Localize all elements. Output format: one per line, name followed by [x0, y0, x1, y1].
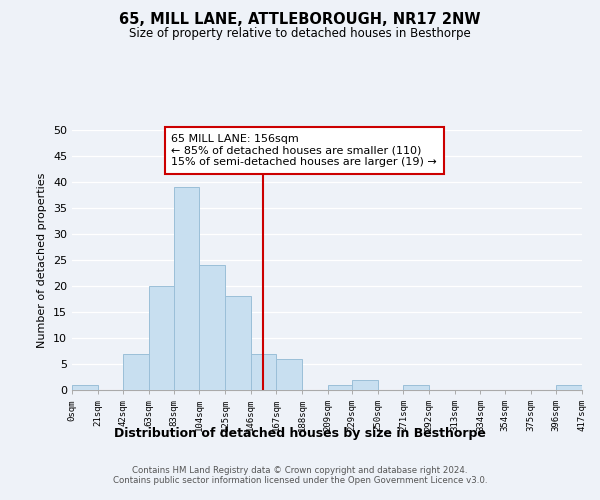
- Bar: [556, 385, 582, 390]
- Bar: [352, 380, 378, 390]
- Text: Distribution of detached houses by size in Besthorpe: Distribution of detached houses by size …: [114, 428, 486, 440]
- Bar: [149, 286, 173, 390]
- Bar: [173, 187, 199, 390]
- Text: Contains HM Land Registry data © Crown copyright and database right 2024.
Contai: Contains HM Land Registry data © Crown c…: [113, 466, 487, 485]
- Bar: [72, 385, 98, 390]
- Bar: [199, 265, 225, 390]
- Bar: [225, 296, 251, 390]
- Bar: [328, 385, 352, 390]
- Text: 65, MILL LANE, ATTLEBOROUGH, NR17 2NW: 65, MILL LANE, ATTLEBOROUGH, NR17 2NW: [119, 12, 481, 28]
- Bar: [403, 385, 429, 390]
- Bar: [124, 354, 149, 390]
- Y-axis label: Number of detached properties: Number of detached properties: [37, 172, 47, 348]
- Bar: [251, 354, 276, 390]
- Text: 65 MILL LANE: 156sqm
← 85% of detached houses are smaller (110)
15% of semi-deta: 65 MILL LANE: 156sqm ← 85% of detached h…: [171, 134, 437, 167]
- Bar: [276, 359, 302, 390]
- Text: Size of property relative to detached houses in Besthorpe: Size of property relative to detached ho…: [129, 28, 471, 40]
